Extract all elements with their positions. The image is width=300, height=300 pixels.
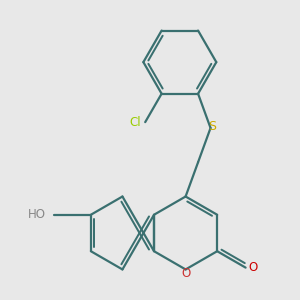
Text: Cl: Cl bbox=[130, 116, 141, 129]
Text: O: O bbox=[181, 267, 190, 280]
Text: S: S bbox=[208, 121, 217, 134]
Text: O: O bbox=[248, 261, 257, 274]
Text: HO: HO bbox=[27, 208, 45, 221]
